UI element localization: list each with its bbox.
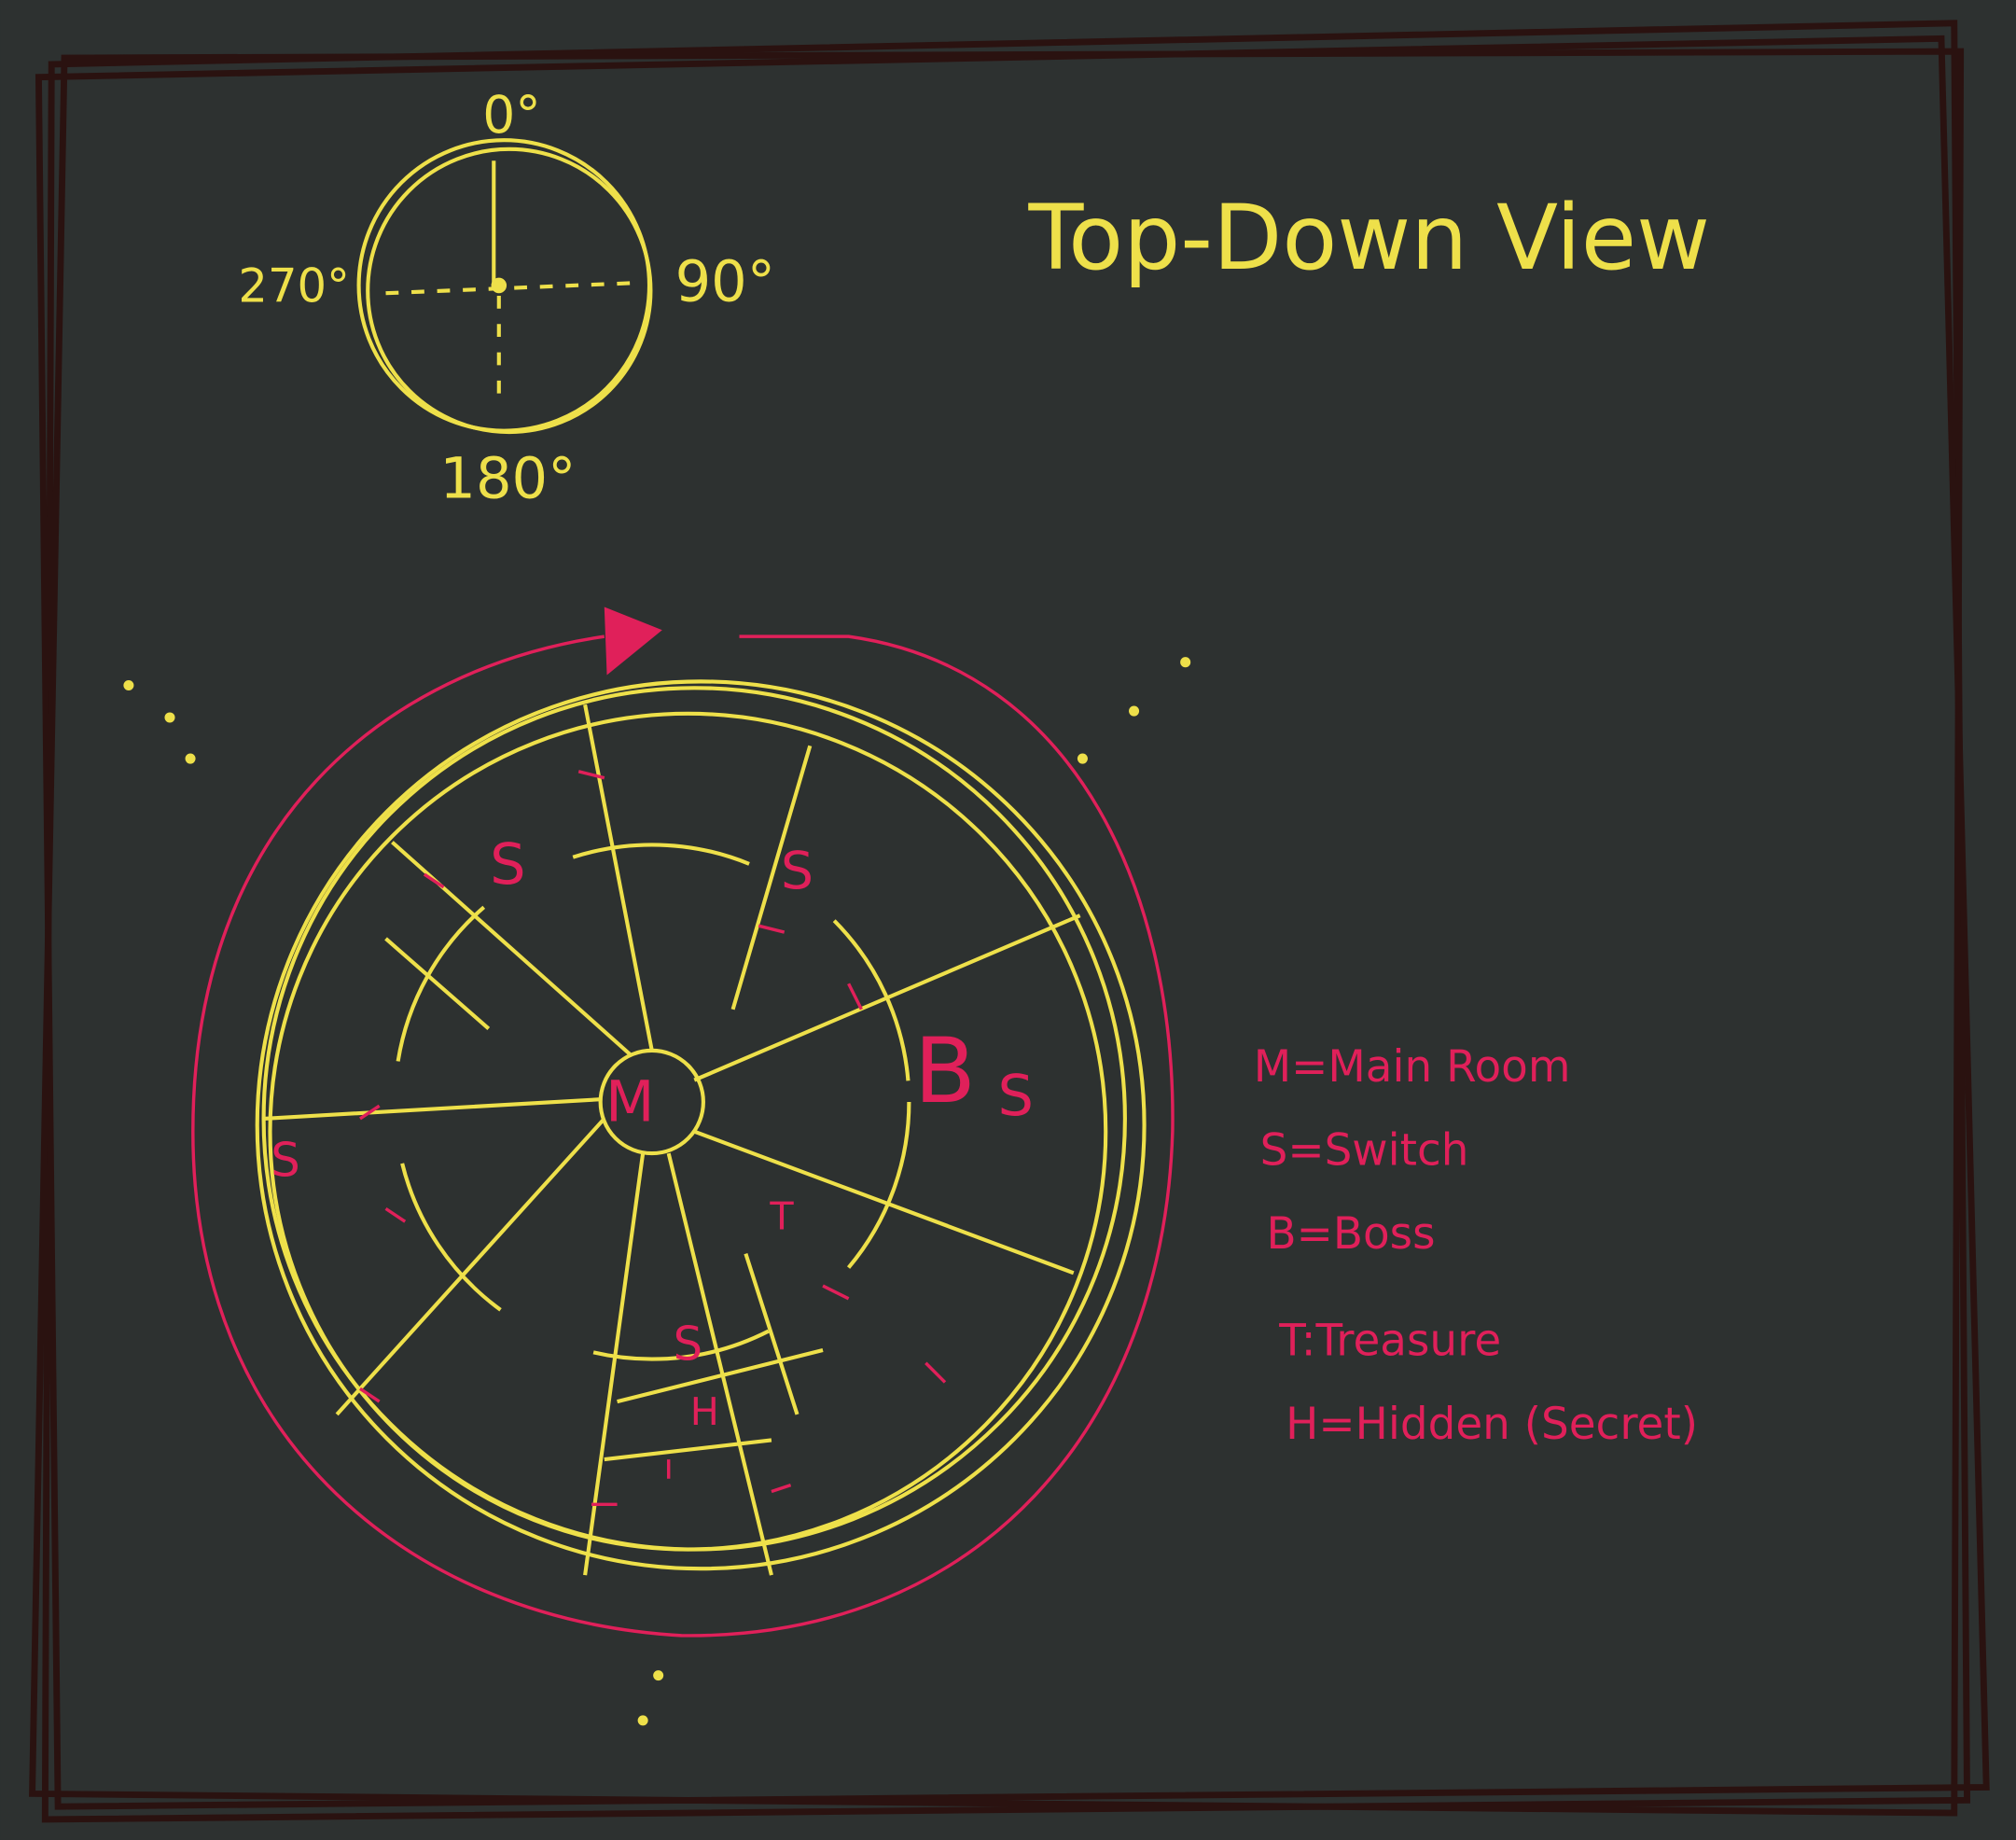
room-label: M <box>605 1070 654 1136</box>
legend-item: S=Switch <box>1260 1126 1469 1177</box>
room-label: S <box>674 1317 703 1372</box>
title: Top-Down View <box>1028 185 1710 290</box>
legend-item: B=Boss <box>1266 1209 1435 1260</box>
room-label: S <box>998 1064 1034 1129</box>
compass-label: 180° <box>439 446 576 511</box>
legend-item: H=Hidden (Secret) <box>1286 1400 1698 1450</box>
room-label: T <box>769 1193 794 1238</box>
legend: M=Main Room S=Switch B=Boss T:Treasure H… <box>1254 1042 1698 1450</box>
legend-item: M=Main Room <box>1254 1042 1571 1093</box>
room-label: S <box>781 841 813 900</box>
room-label: S <box>271 1134 300 1188</box>
room-label: S <box>490 832 525 898</box>
map: M S S B S S T S H <box>123 606 1191 1726</box>
compass-label: 270° <box>238 259 350 314</box>
compass-label: 0° <box>482 85 541 145</box>
room-label: H <box>690 1389 719 1434</box>
frame <box>29 20 1990 1823</box>
compass-label: 90° <box>675 250 775 315</box>
legend-item: T:Treasure <box>1278 1317 1501 1367</box>
room-label: B <box>914 1018 976 1123</box>
compass: 0° 90° 180° 270° <box>238 85 775 511</box>
